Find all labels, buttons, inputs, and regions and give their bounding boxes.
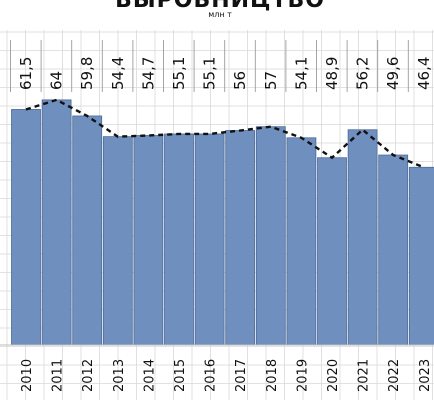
chart-title: ВЫРОБНИЦТВО [115,0,325,13]
value-label-2015: 55,1 [170,57,188,90]
bar-2022 [378,154,409,346]
bar-2019 [286,137,317,346]
x-tick-label-2013: 2013 [112,359,127,392]
x-tick-label-2010: 2010 [20,359,35,392]
value-label-2023: 46,4 [415,57,433,90]
x-tick-label-2012: 2012 [81,359,96,392]
value-label-2010: 61,5 [17,57,35,90]
bar-2016 [194,133,225,346]
bar-2012 [72,115,103,346]
bar-2023 [408,166,434,346]
x-tick-label-2014: 2014 [142,359,157,392]
x-tick-label-2022: 2022 [387,359,402,392]
value-label-2017: 56 [231,71,249,90]
chart-subtitle: млн т [208,10,232,19]
value-label-2016: 55,1 [201,57,219,90]
x-tick-label-2018: 2018 [265,359,280,392]
x-tick-label-2020: 2020 [326,359,341,392]
value-label-2018: 57 [262,71,280,90]
x-tick-label-2023: 2023 [418,359,433,392]
value-label-2012: 59,8 [78,57,96,90]
value-label-2019: 54,1 [292,57,310,90]
bar-2010 [11,109,41,346]
value-label-2013: 54,4 [109,57,127,90]
x-tick-label-2021: 2021 [357,359,372,392]
value-label-2021: 56,2 [354,57,372,90]
bar-2017 [225,130,256,346]
value-label-2014: 54,7 [139,57,157,90]
x-tick-label-2015: 2015 [173,359,188,392]
bar-2021 [347,129,378,346]
bar-2015 [164,133,194,346]
x-tick-label-2019: 2019 [295,359,310,392]
value-label-2022: 49,6 [384,57,402,90]
bar-2020 [317,157,347,346]
bar-2014 [133,135,164,346]
x-tick-label-2017: 2017 [234,359,249,392]
x-tick-label-2011: 2011 [51,359,66,392]
bar-2013 [102,136,133,346]
value-label-2020: 48,9 [323,57,341,90]
trend-line [25,98,425,169]
value-label-2011: 64 [48,71,66,90]
x-tick-label-2016: 2016 [204,359,219,392]
bar-2018 [255,126,286,346]
bar-2011 [41,99,72,346]
